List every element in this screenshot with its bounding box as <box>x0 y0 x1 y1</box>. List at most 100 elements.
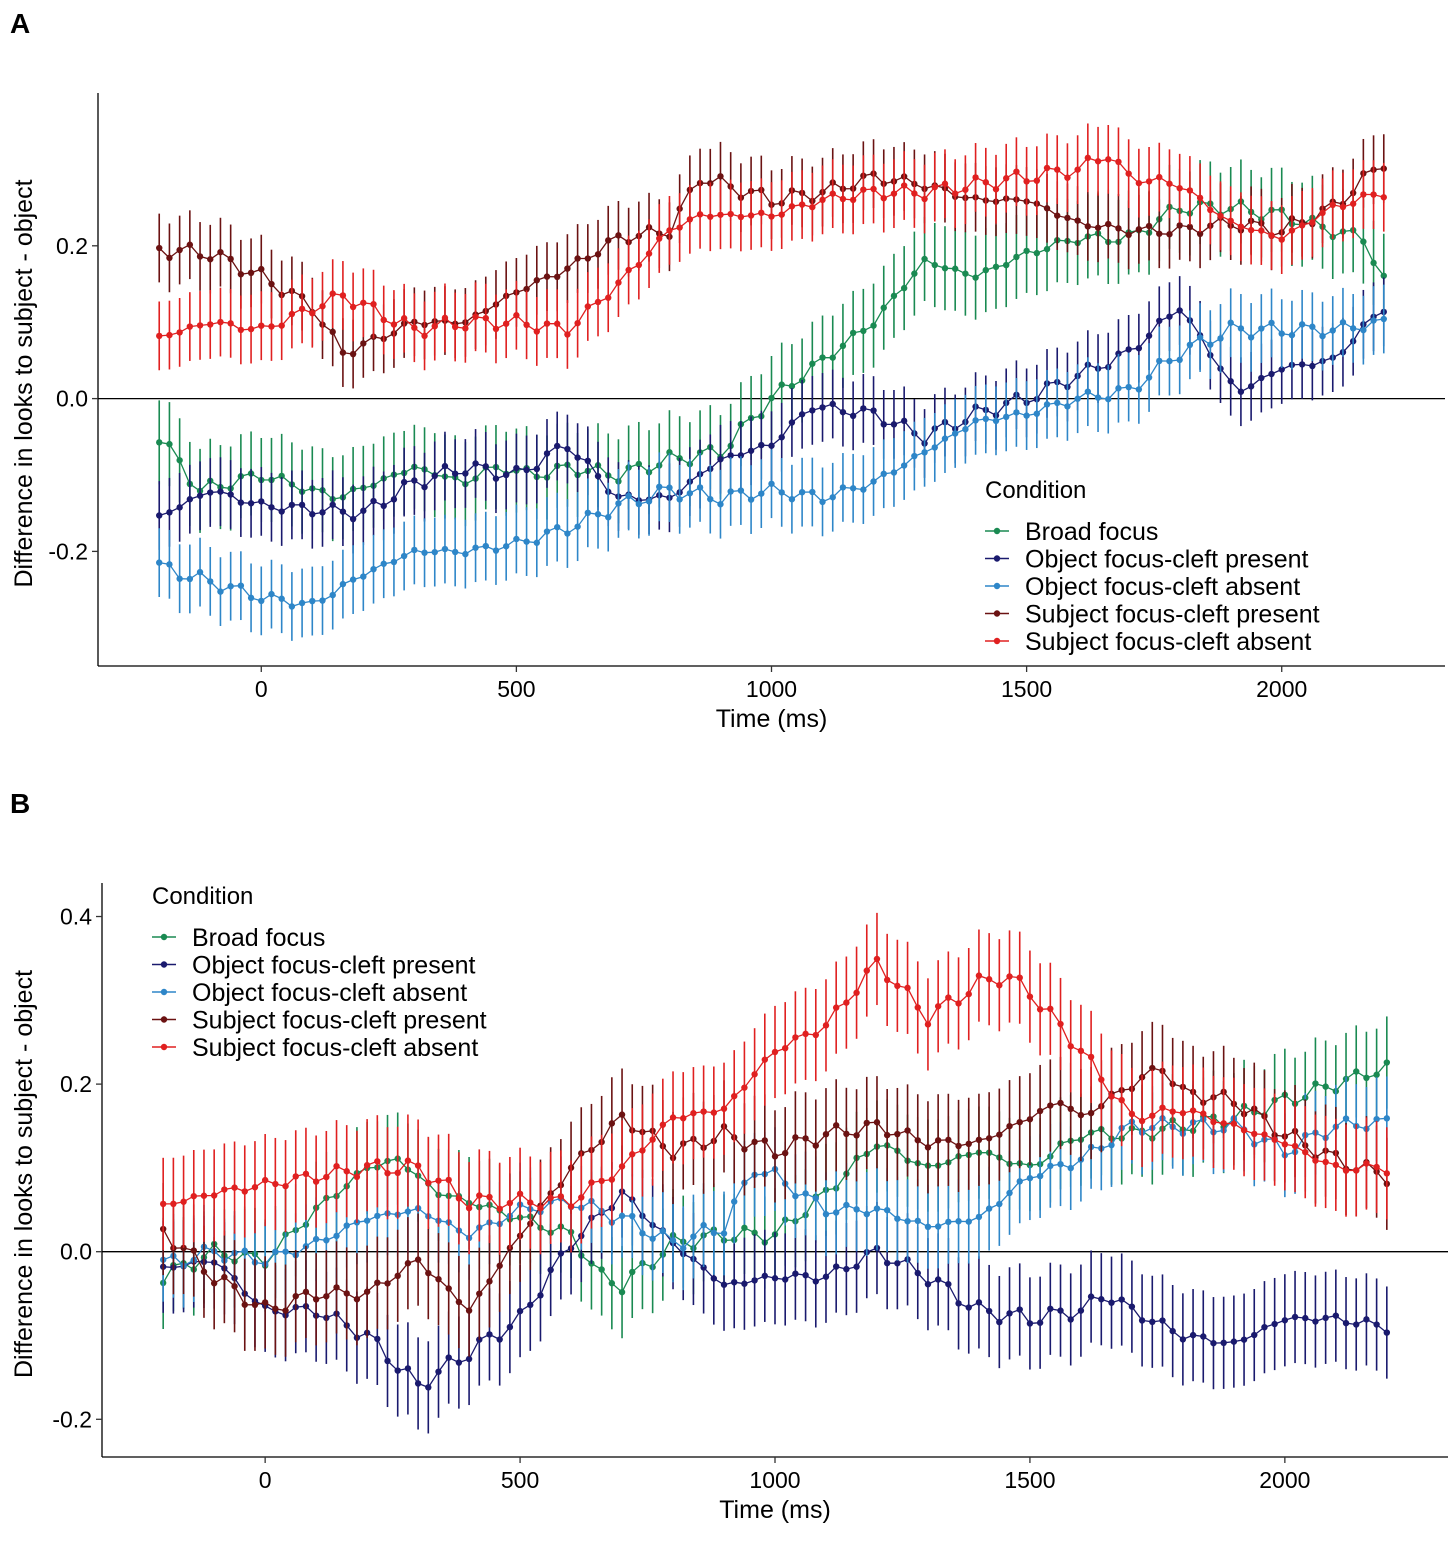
data-point <box>1003 175 1010 182</box>
data-point <box>812 1278 819 1285</box>
legend-title: Condition <box>152 883 253 910</box>
data-point <box>574 319 581 327</box>
data-point <box>1373 1321 1380 1328</box>
legend-key-point <box>160 988 168 996</box>
data-point <box>200 1268 208 1275</box>
data-point <box>843 999 850 1006</box>
data-point <box>788 496 796 503</box>
data-point <box>543 273 551 280</box>
data-point <box>1258 227 1265 234</box>
data-point <box>1098 1296 1105 1303</box>
legend-key-point <box>993 610 1001 617</box>
data-point <box>829 494 836 501</box>
data-point <box>921 255 928 263</box>
data-point <box>343 1290 350 1297</box>
legend-key-point <box>160 1043 168 1051</box>
data-point <box>843 1201 850 1209</box>
legend-label: Broad focus <box>1025 518 1158 546</box>
data-point <box>860 405 867 412</box>
data-point <box>717 173 724 180</box>
data-point <box>533 539 540 546</box>
data-point <box>278 322 285 329</box>
data-point <box>931 444 938 451</box>
data-point <box>404 1260 412 1267</box>
data-point <box>955 1300 962 1307</box>
data-point <box>720 1281 728 1288</box>
data-point <box>207 578 214 585</box>
data-point <box>513 535 520 543</box>
data-point <box>210 1192 218 1199</box>
data-point <box>720 1230 728 1237</box>
data-point <box>1240 1336 1248 1343</box>
data-point <box>802 1030 809 1038</box>
data-point <box>829 190 836 197</box>
data-point <box>731 1198 738 1205</box>
data-point <box>258 322 265 329</box>
data-point <box>1230 1338 1238 1345</box>
data-point <box>615 232 622 239</box>
data-point <box>523 321 530 329</box>
data-point <box>210 1280 218 1287</box>
data-point <box>1176 222 1183 229</box>
data-point <box>1319 209 1326 217</box>
data-point <box>516 1307 524 1315</box>
data-point <box>1268 232 1275 239</box>
data-point <box>883 976 891 984</box>
data-point <box>639 1230 646 1237</box>
data-point <box>435 1368 442 1375</box>
data-point <box>554 273 561 281</box>
data-point <box>323 1237 330 1244</box>
data-point <box>904 984 911 992</box>
data-point <box>247 594 255 602</box>
data-point <box>870 322 877 329</box>
data-point <box>1145 178 1153 185</box>
data-point <box>1383 1059 1391 1066</box>
data-point <box>339 292 347 299</box>
data-point <box>425 1179 432 1187</box>
data-point <box>792 1192 799 1200</box>
data-point <box>863 1119 870 1127</box>
data-point <box>1247 383 1255 390</box>
data-point <box>1003 413 1010 421</box>
data-point <box>380 502 387 510</box>
data-point <box>608 1280 616 1287</box>
y-tick-label: 0.2 <box>60 1071 92 1097</box>
data-point <box>1125 170 1132 177</box>
data-point <box>975 972 983 979</box>
data-point <box>251 1301 259 1309</box>
data-point <box>771 1275 779 1282</box>
data-point <box>339 580 347 588</box>
data-point <box>472 460 479 467</box>
data-point <box>945 1218 952 1226</box>
data-point <box>618 1212 626 1220</box>
data-point <box>523 538 530 545</box>
data-point <box>1047 1305 1054 1312</box>
data-point <box>1166 180 1173 187</box>
data-point <box>1084 154 1092 162</box>
data-point <box>476 1192 483 1199</box>
data-point <box>554 320 561 327</box>
data-point <box>727 488 734 495</box>
data-point <box>656 235 663 242</box>
data-point <box>849 412 857 420</box>
data-point <box>186 496 194 503</box>
data-point <box>1176 307 1183 314</box>
y-axis-title: Difference in looks to subject - object <box>10 179 38 587</box>
data-point <box>421 483 428 491</box>
data-point <box>1240 1126 1248 1134</box>
series-subject-focus-cleft-absent <box>156 123 1387 371</box>
data-point <box>1145 374 1153 381</box>
data-point <box>819 404 826 411</box>
data-point <box>1115 385 1122 392</box>
data-point <box>1159 1317 1166 1324</box>
data-point <box>186 575 194 583</box>
data-point <box>370 565 377 573</box>
data-point <box>431 548 438 556</box>
data-point <box>1186 341 1194 349</box>
data-point <box>822 1210 830 1218</box>
data-point <box>462 550 469 558</box>
data-point <box>1230 1120 1238 1127</box>
data-point <box>1360 238 1367 245</box>
data-point <box>360 340 367 347</box>
